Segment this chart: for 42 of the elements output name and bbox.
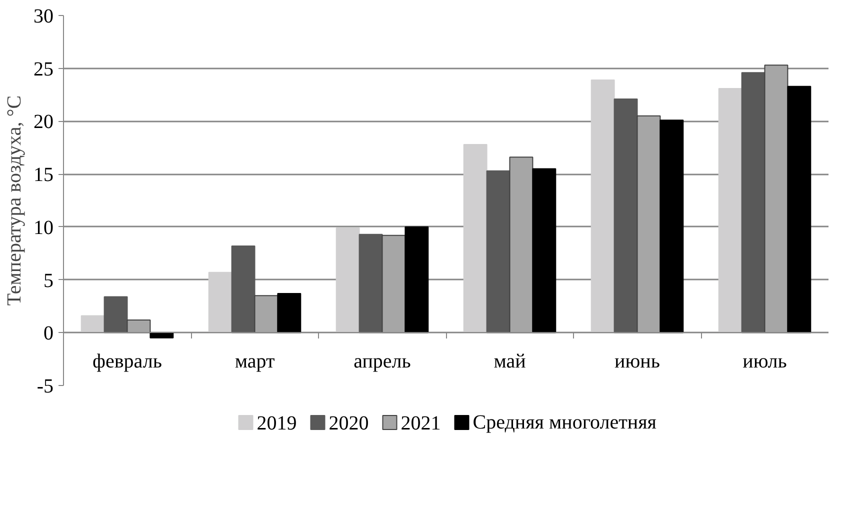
legend-label: Средняя многолетняя: [472, 412, 656, 434]
bar: [509, 156, 534, 334]
legend-label: 2020: [328, 412, 369, 434]
bar: [382, 234, 406, 334]
bar: [590, 79, 615, 334]
bar: [231, 245, 256, 334]
y-tick-label: 5: [44, 270, 54, 292]
bar: [277, 293, 302, 334]
bar: [660, 120, 684, 334]
x-tick-label: март: [234, 350, 275, 373]
bar: [358, 234, 383, 334]
legend-label: 2019: [256, 412, 297, 434]
bar: [104, 296, 128, 334]
bar: [486, 170, 510, 334]
bar: [254, 295, 278, 334]
bar: [636, 115, 661, 334]
x-tick-label: июнь: [614, 350, 660, 373]
bar: [126, 319, 151, 334]
x-tick-label: май: [494, 350, 526, 373]
bar: [787, 86, 812, 334]
x-tick-label: апрель: [354, 350, 411, 373]
y-axis-title: Температура воздуха, °C: [4, 95, 26, 306]
legend-label: 2021: [400, 412, 441, 434]
y-tick-label: -5: [36, 376, 54, 398]
y-tick-label: 15: [34, 164, 54, 186]
bar: [718, 88, 742, 334]
bar: [208, 272, 232, 334]
y-tick-label: 10: [34, 216, 54, 239]
bar: [80, 315, 105, 334]
y-tick-label: 20: [34, 111, 54, 134]
bar: [614, 98, 638, 334]
bar: [741, 72, 766, 334]
bar: [463, 144, 488, 334]
bar: [336, 227, 360, 334]
bar: [404, 226, 429, 334]
bar: [532, 168, 556, 334]
x-tick-label: июль: [742, 350, 787, 373]
x-tick-label: февраль: [92, 350, 162, 373]
y-tick-label: 0: [44, 322, 54, 345]
y-tick-label: 25: [34, 58, 54, 80]
y-tick-label: 30: [34, 6, 54, 28]
bar: [764, 64, 788, 334]
